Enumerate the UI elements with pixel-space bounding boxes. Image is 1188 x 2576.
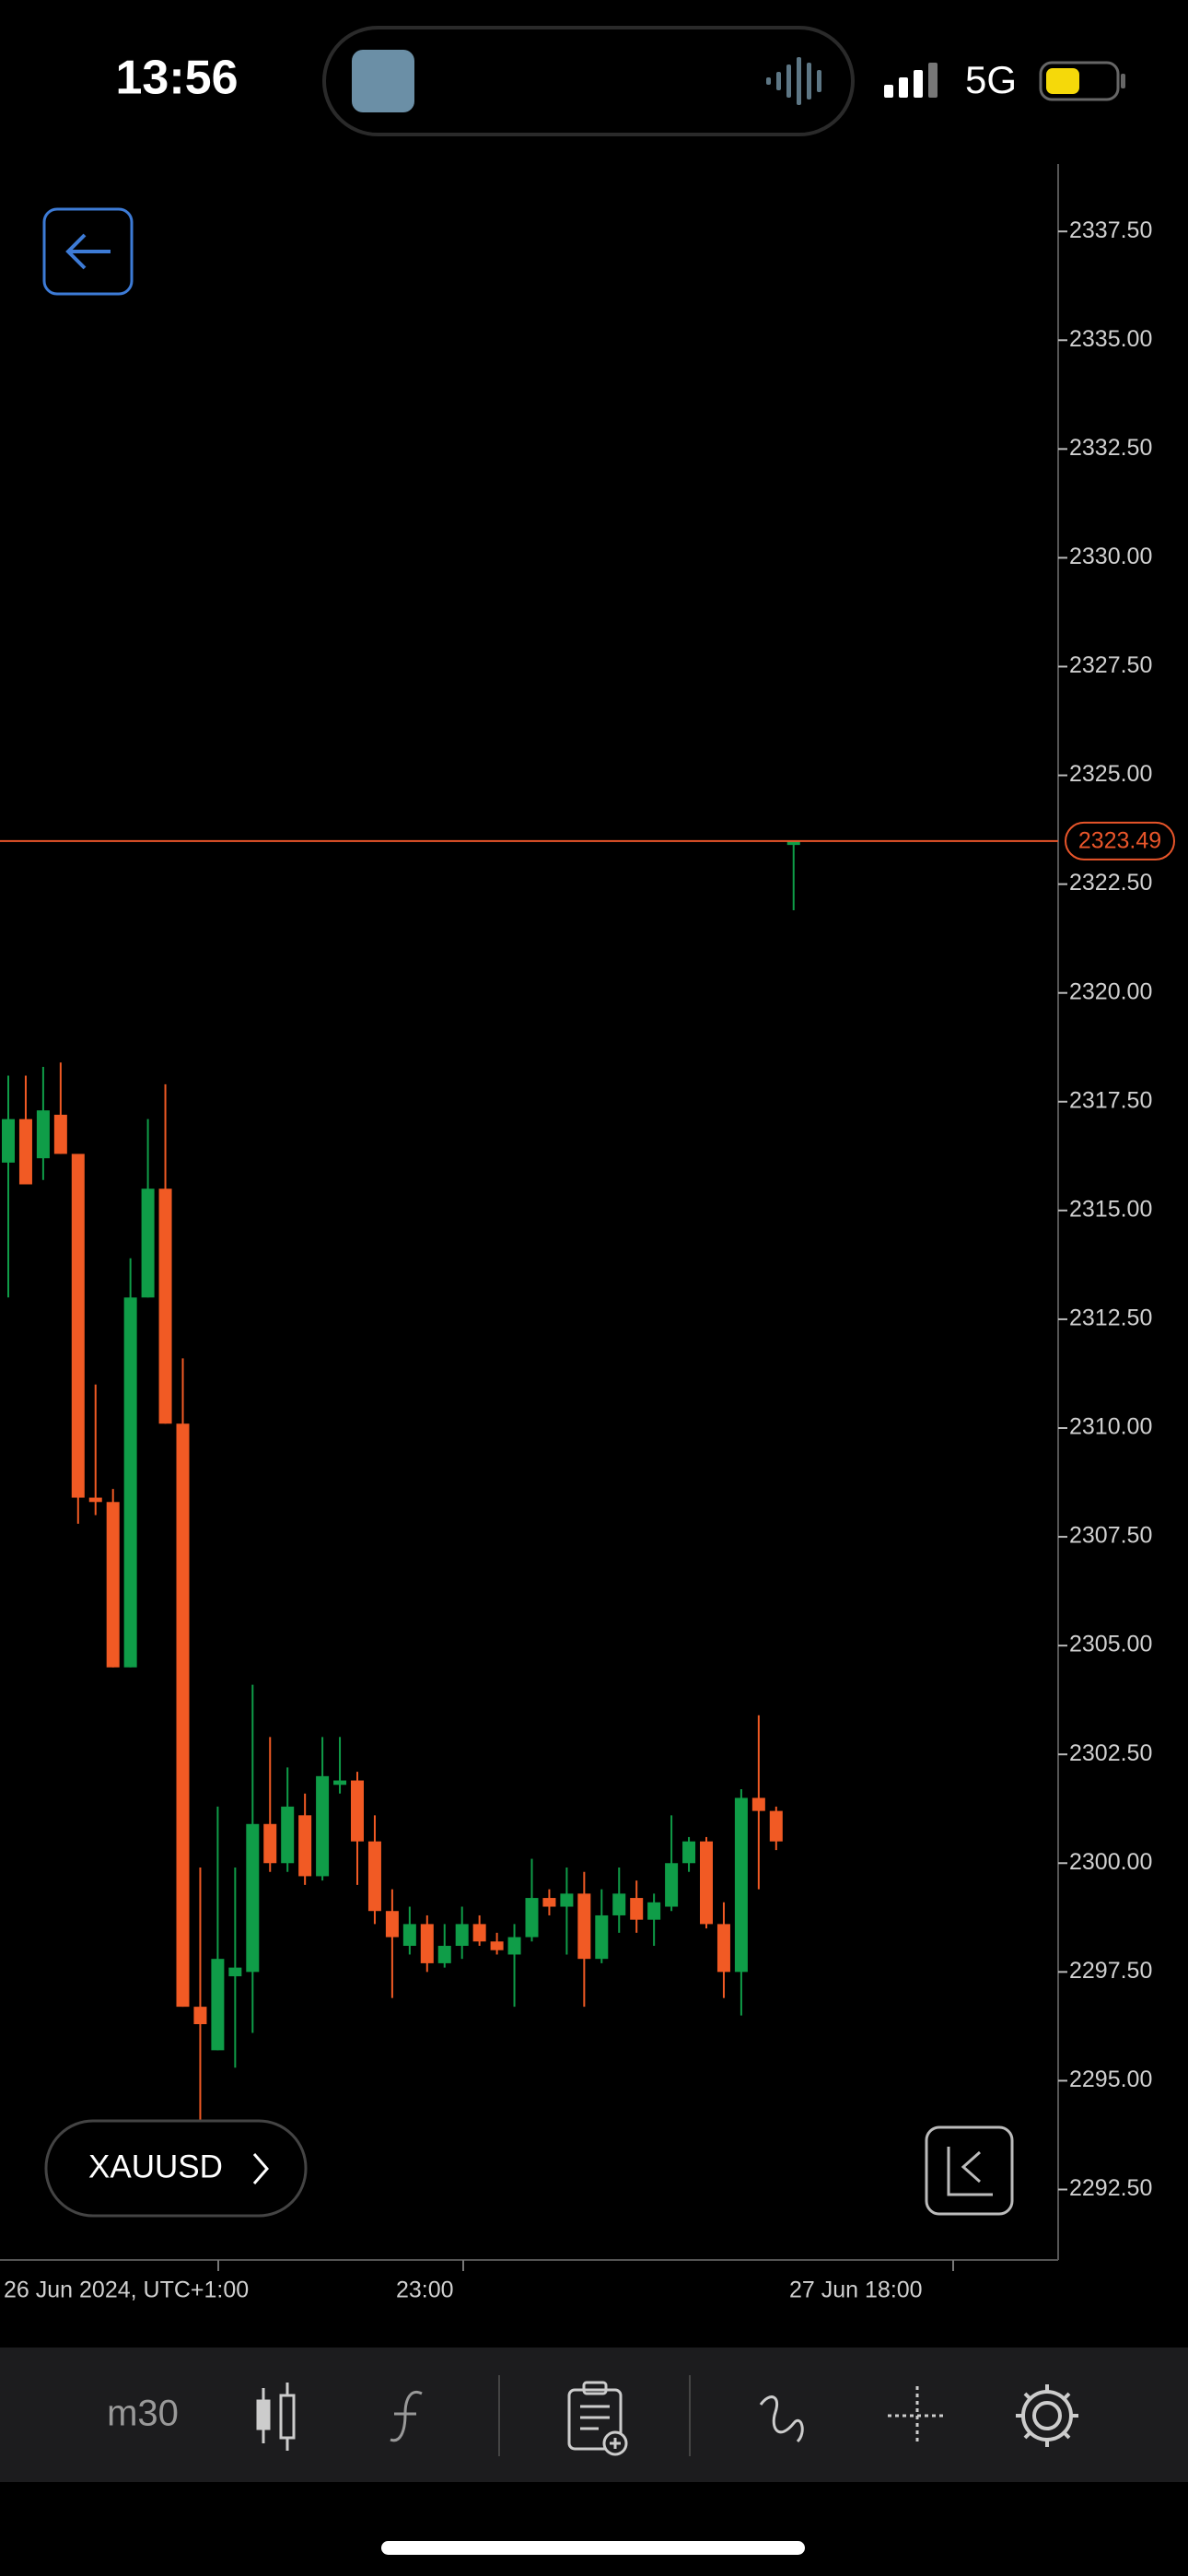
battery-tip	[1121, 74, 1125, 88]
candle-body	[316, 1775, 330, 1877]
candle-body	[123, 1297, 137, 1668]
current-price-label: 2323.49	[1078, 827, 1161, 853]
symbol-label: XAUUSD	[88, 2149, 223, 2184]
scroll-end-icon	[947, 2147, 993, 2196]
candle-body	[228, 1967, 242, 1977]
candle-body	[193, 2007, 207, 2025]
back-arrow	[65, 233, 111, 270]
plot	[2, 840, 800, 2137]
y-tick-label: 2315.00	[1069, 1196, 1152, 1222]
audio-wave	[766, 57, 821, 105]
signal-icon	[884, 63, 938, 98]
candle-body	[263, 1823, 277, 1864]
candle-body	[455, 1924, 469, 1947]
y-tick-label: 2292.50	[1069, 2175, 1152, 2201]
x-tick-label: 23:00	[396, 2277, 454, 2303]
candle-body	[472, 1924, 486, 1942]
battery	[1039, 61, 1120, 101]
candle-body	[716, 1924, 730, 1973]
candle-body	[525, 1898, 539, 1938]
y-tick-label: 2327.50	[1069, 652, 1152, 678]
y-tick-label: 2322.50	[1069, 870, 1152, 896]
candle-body	[333, 1780, 347, 1786]
candle-body	[769, 1810, 783, 1842]
y-tick-label: 2310.00	[1069, 1414, 1152, 1440]
candle-body	[351, 1780, 364, 1842]
x-ticks	[217, 2260, 954, 2271]
y-tick-label: 2300.00	[1069, 1849, 1152, 1875]
chevron	[252, 2153, 269, 2184]
symbol-button[interactable]	[44, 2119, 308, 2218]
candle-body	[141, 1188, 155, 1298]
candle-body	[18, 1118, 32, 1185]
y-tick-label: 2337.50	[1069, 217, 1152, 243]
y-tick-label: 2295.00	[1069, 2067, 1152, 2092]
back-button[interactable]	[42, 207, 134, 296]
candle-body	[507, 1937, 521, 1955]
y-tick-label: 2305.00	[1069, 1632, 1152, 1657]
y-tick-label: 2332.50	[1069, 435, 1152, 461]
orders-button[interactable]	[567, 2381, 628, 2456]
candle-body	[88, 1497, 102, 1503]
y-tick-label: 2312.50	[1069, 1306, 1152, 1331]
network-label: 5G	[965, 58, 1017, 101]
toolbar	[0, 2348, 1188, 2482]
y-tick-label: 2317.50	[1069, 1087, 1152, 1113]
y-tick-label: 2297.50	[1069, 1958, 1152, 1984]
y-tick-label: 2302.50	[1069, 1740, 1152, 1766]
home-indicator	[381, 2541, 805, 2555]
candle-body	[751, 1797, 765, 1811]
candle-body	[158, 1188, 172, 1424]
candle-body	[595, 1914, 609, 1960]
crosshair-button[interactable]	[888, 2386, 947, 2445]
candle-body	[106, 1502, 120, 1668]
x-tick-label: 27 Jun 18:00	[789, 2277, 923, 2303]
settings-button[interactable]	[1016, 2384, 1078, 2447]
y-tick-label: 2325.00	[1069, 761, 1152, 787]
candle-body	[53, 1114, 67, 1154]
y-tick-label: 2320.00	[1069, 978, 1152, 1004]
clock: 13:56	[116, 52, 239, 105]
candle-body	[298, 1815, 312, 1877]
candle-body	[402, 1924, 416, 1947]
album-art	[352, 50, 414, 112]
candle-body	[211, 1959, 225, 2051]
candle-body	[281, 1806, 295, 1864]
chart-type-button[interactable]	[256, 2383, 296, 2451]
candle-body	[2, 1118, 15, 1163]
candle-body	[36, 1110, 50, 1159]
x-tick-label: 26 Jun 2024, UTC+1:00	[4, 2277, 249, 2303]
candle-body	[385, 1911, 399, 1938]
candle-body	[700, 1841, 713, 1925]
candle-body	[647, 1902, 661, 1920]
y-tick-label: 2335.00	[1069, 326, 1152, 352]
candle-body	[367, 1841, 381, 1912]
timeframe-button[interactable]: m30	[107, 2394, 179, 2434]
current-price-tag	[1065, 821, 1175, 861]
candle-body	[682, 1841, 696, 1864]
candle-body	[630, 1898, 644, 1920]
candle-body	[560, 1893, 574, 1907]
candle-body	[577, 1893, 591, 1960]
candle-body	[420, 1924, 434, 1963]
candle-body	[542, 1898, 556, 1907]
candle-body	[71, 1153, 85, 1498]
drawing-button[interactable]	[759, 2395, 804, 2443]
y-tick-label: 2330.00	[1069, 544, 1152, 569]
candle-body	[734, 1797, 748, 1973]
battery-level	[1046, 68, 1079, 94]
candle-body	[490, 1941, 504, 1950]
candle-body	[786, 840, 800, 846]
scroll-end-button[interactable]	[925, 2125, 1014, 2216]
candle-body	[246, 1823, 260, 1973]
indicators-button[interactable]	[390, 2391, 423, 2442]
dynamic-island	[322, 26, 855, 136]
y-tick-label: 2307.50	[1069, 1523, 1152, 1549]
candle-body	[176, 1423, 190, 2008]
candle-body	[437, 1946, 451, 1963]
candle-body	[665, 1863, 679, 1907]
candle-body	[612, 1893, 626, 1915]
